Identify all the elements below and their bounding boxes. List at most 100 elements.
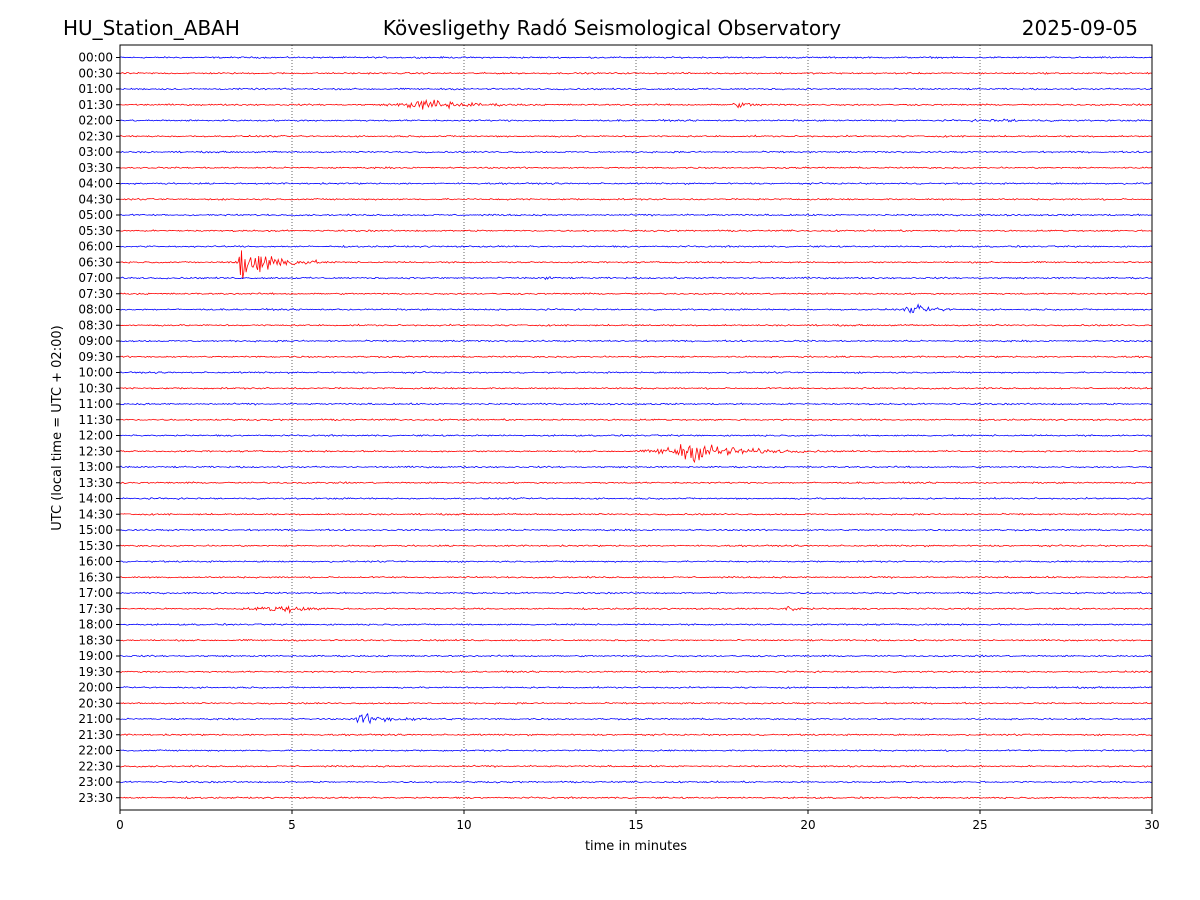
y-tick-label: 00:30 <box>78 66 113 80</box>
trace-0900 <box>119 339 1153 343</box>
y-tick-label: 12:30 <box>78 444 113 458</box>
trace-2300 <box>119 780 1153 784</box>
trace-0700 <box>119 276 1153 281</box>
date-title: 2025-09-05 <box>1022 16 1138 40</box>
trace-1200 <box>119 433 1153 438</box>
y-tick-label: 10:30 <box>78 381 113 395</box>
observatory-title: Kövesligethy Radó Seismological Observat… <box>383 16 841 40</box>
trace-1600 <box>119 560 1153 564</box>
trace-1630 <box>119 575 1153 579</box>
y-tick-label: 20:30 <box>78 696 113 710</box>
trace-2330 <box>119 796 1153 800</box>
y-tick-label: 09:00 <box>78 334 113 348</box>
trace-0600 <box>119 244 1153 248</box>
trace-0100 <box>119 87 1153 91</box>
y-tick-label: 02:30 <box>78 129 113 143</box>
trace-0330 <box>119 166 1153 170</box>
trace-2000 <box>119 685 1153 689</box>
trace-2200 <box>119 749 1153 752</box>
y-tick-label: 02:00 <box>78 114 113 128</box>
y-tick-label: 15:00 <box>78 523 113 537</box>
trace-0830 <box>119 323 1153 327</box>
trace-0430 <box>119 197 1153 201</box>
trace-1330 <box>119 481 1153 485</box>
y-tick-label: 16:00 <box>78 555 113 569</box>
y-axis-label: UTC (local time = UTC + 02:00) <box>50 325 65 530</box>
y-tick-label: 18:30 <box>78 633 113 647</box>
y-tick-label: 18:00 <box>78 618 113 632</box>
y-tick-label: 07:00 <box>78 271 113 285</box>
trace-0230 <box>119 134 1153 138</box>
y-tick-label: 05:30 <box>78 224 113 238</box>
trace-1500 <box>119 528 1153 532</box>
x-tick-label: 5 <box>288 818 296 832</box>
x-tick-label: 25 <box>972 818 987 832</box>
station-title: HU_Station_ABAH <box>63 16 240 40</box>
trace-1400 <box>119 496 1153 501</box>
x-axis: 0 5 10 15 20 25 30 <box>116 810 1160 832</box>
x-axis-label: time in minutes <box>585 839 687 854</box>
y-tick-label: 09:30 <box>78 350 113 364</box>
y-tick-label: 19:30 <box>78 665 113 679</box>
trace-1030 <box>119 386 1153 390</box>
y-tick-label: 04:00 <box>78 177 113 191</box>
trace-0800 <box>119 303 1153 314</box>
y-tick-label: 07:30 <box>78 287 113 301</box>
x-tick-label: 15 <box>628 818 643 832</box>
y-tick-label: 17:00 <box>78 586 113 600</box>
trace-1530 <box>119 544 1153 548</box>
trace-1700 <box>119 591 1153 595</box>
seismic-traces <box>119 55 1153 800</box>
y-tick-label: 06:30 <box>78 255 113 269</box>
trace-1800 <box>119 622 1153 627</box>
trace-1830 <box>119 638 1153 642</box>
trace-1230 <box>119 444 1153 464</box>
trace-1730 <box>119 605 1153 615</box>
trace-0300 <box>119 150 1153 154</box>
x-tick-label: 30 <box>1144 818 1159 832</box>
y-tick-label: 05:00 <box>78 208 113 222</box>
trace-1100 <box>119 402 1153 406</box>
y-tick-label: 08:00 <box>78 303 113 317</box>
y-tick-label: 20:00 <box>78 681 113 695</box>
y-tick-label: 15:30 <box>78 539 113 553</box>
y-tick-label: 06:00 <box>78 240 113 254</box>
x-tick-label: 20 <box>800 818 815 832</box>
y-tick-label: 14:30 <box>78 507 113 521</box>
y-tick-label: 13:30 <box>78 476 113 490</box>
trace-1930 <box>119 670 1153 674</box>
trace-0200 <box>119 118 1153 123</box>
y-tick-label: 23:30 <box>78 791 113 805</box>
y-tick-label: 08:30 <box>78 318 113 332</box>
y-tick-label: 19:00 <box>78 649 113 663</box>
y-tick-label: 23:00 <box>78 775 113 789</box>
trace-1130 <box>119 418 1153 422</box>
trace-0000 <box>119 55 1153 60</box>
grid-lines <box>291 45 981 810</box>
x-tick-label: 0 <box>116 818 124 832</box>
y-tick-label: 01:30 <box>78 98 113 112</box>
trace-2130 <box>119 733 1153 737</box>
y-tick-label: 03:30 <box>78 161 113 175</box>
y-tick-label: 16:30 <box>78 570 113 584</box>
trace-0030 <box>119 71 1153 75</box>
trace-0500 <box>119 213 1153 217</box>
y-tick-label: 11:00 <box>78 397 113 411</box>
y-tick-label: 22:00 <box>78 744 113 758</box>
y-tick-label: 01:00 <box>78 82 113 96</box>
trace-1000 <box>119 371 1153 375</box>
y-tick-label: 13:00 <box>78 460 113 474</box>
y-tick-label: 03:00 <box>78 145 113 159</box>
y-tick-label: 22:30 <box>78 759 113 773</box>
trace-0730 <box>119 292 1153 296</box>
x-tick-label: 10 <box>456 818 471 832</box>
trace-2030 <box>119 701 1153 705</box>
y-tick-label: 21:00 <box>78 712 113 726</box>
y-tick-label: 00:00 <box>78 51 113 65</box>
trace-2100 <box>119 712 1153 725</box>
y-tick-label: 11:30 <box>78 413 113 427</box>
trace-2230 <box>119 764 1153 768</box>
trace-0530 <box>119 229 1153 233</box>
y-tick-label: 10:00 <box>78 366 113 380</box>
